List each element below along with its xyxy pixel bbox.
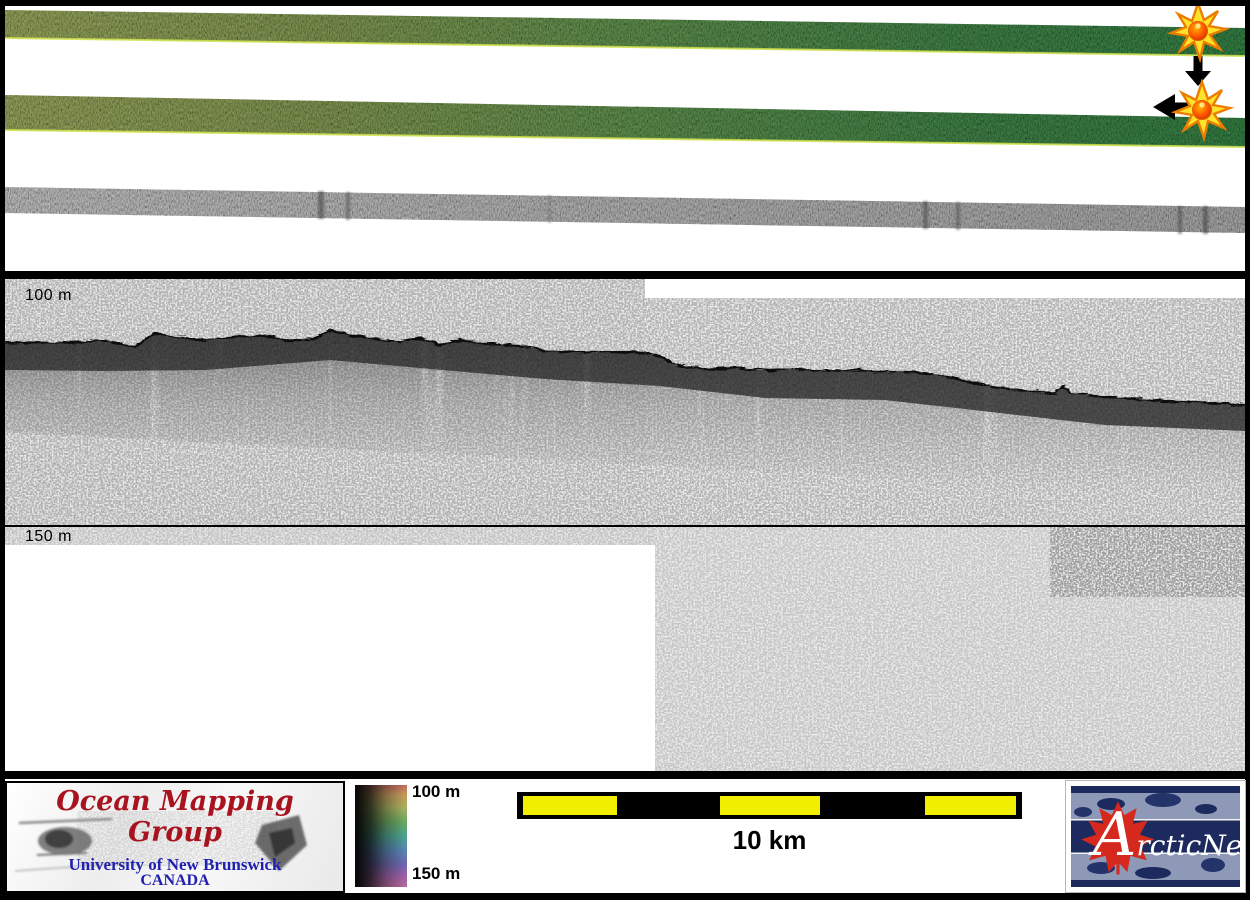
scale-label: 10 km	[732, 825, 807, 855]
omg-logo-art	[14, 811, 307, 872]
subsurface-deep-returns	[5, 330, 1245, 495]
omg-country: CANADA	[140, 872, 210, 889]
subbottom-profile-lower-graphic	[5, 527, 1245, 771]
subbottom-profile-lower-panel: 150 m	[5, 527, 1245, 771]
arcticnet-logo: ArcticNet	[1065, 780, 1246, 893]
scale-bar	[517, 792, 1022, 819]
subsurface-dark-band	[5, 330, 1245, 431]
bathymetry-swath-1	[5, 10, 1245, 57]
swath-strips-graphic	[5, 6, 1245, 234]
subbottom-profile-graphic	[5, 279, 1245, 525]
burst-marker-icon	[1166, 6, 1231, 64]
omg-university: University of New Brunswick	[68, 855, 282, 874]
scale-segment	[925, 796, 1016, 815]
helicopter-silhouette-icon	[14, 817, 128, 872]
footer-bar: Ocean Mapping Group University of New Br…	[5, 779, 1246, 893]
omg-logo: Ocean Mapping Group University of New Br…	[5, 781, 345, 893]
legend-bottom-label: 150 m	[412, 864, 461, 883]
down-arrow-icon	[1185, 56, 1211, 86]
scale-segment	[720, 796, 820, 815]
subbottom-profile-upper-panel: 100 m	[5, 279, 1245, 525]
arcticnet-wordmark: ArcticNet	[1093, 800, 1240, 870]
scale-segment	[523, 796, 617, 815]
vessel-silhouette-icon	[255, 815, 307, 871]
bathymetry-swath-2	[5, 95, 1245, 148]
profile-segment-gap	[645, 279, 1245, 298]
depth-color-legend	[355, 785, 407, 887]
subsurface-faint-returns	[1050, 527, 1245, 597]
maple-leaf-icon	[1081, 801, 1155, 875]
arcticnet-logo-inner: ArcticNet	[1071, 786, 1240, 887]
burst-marker-icon	[1170, 78, 1235, 143]
legend-top-label: 100 m	[412, 782, 461, 801]
depth-label-150m: 150 m	[25, 528, 72, 545]
arcticnet-map-art	[1071, 786, 1240, 887]
backscatter-swath	[5, 187, 1245, 234]
seafloor-trace	[5, 328, 1245, 407]
swath-map-panel	[5, 6, 1245, 271]
depth-label-100m: 100 m	[25, 287, 72, 304]
omg-title: Ocean Mapping Group	[56, 786, 294, 848]
